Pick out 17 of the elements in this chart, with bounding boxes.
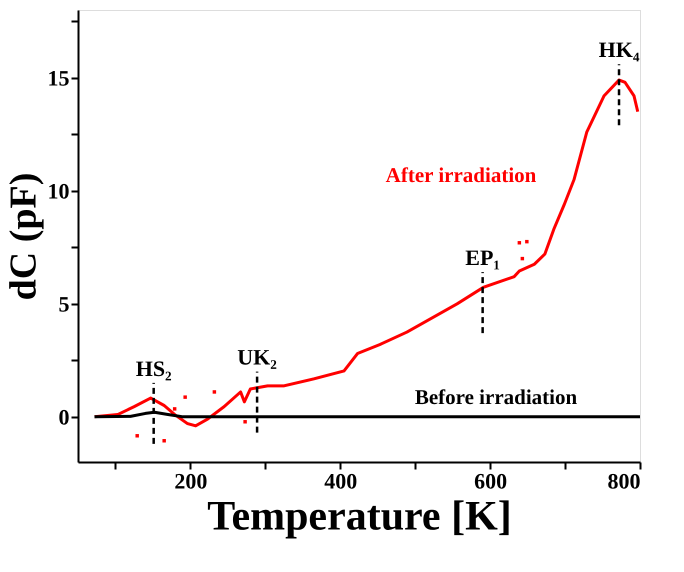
x-tick-label: 200	[174, 468, 208, 494]
line-series	[92, 78, 640, 428]
x-tick-label: 600	[474, 468, 508, 494]
x-axis-title: Temperature [K]	[207, 494, 512, 540]
annotation: HK₄	[598, 37, 640, 62]
annotation: UK₂	[237, 344, 278, 370]
y-tick-label: 5	[58, 291, 70, 316]
annotation: HS₂	[136, 356, 172, 381]
y-tick-label: 0	[58, 404, 70, 430]
y-tick-label: 15	[48, 65, 70, 90]
y-tick-label: 10	[48, 178, 70, 204]
x-tick-label: 800	[608, 468, 640, 494]
y-axis-title: dC (pF)	[2, 172, 44, 300]
series-label: Before irradiation	[414, 385, 578, 409]
series-label: After irradiation	[386, 163, 537, 187]
annotation: EP₁	[465, 245, 500, 270]
x-tick-label: 400	[324, 468, 358, 494]
